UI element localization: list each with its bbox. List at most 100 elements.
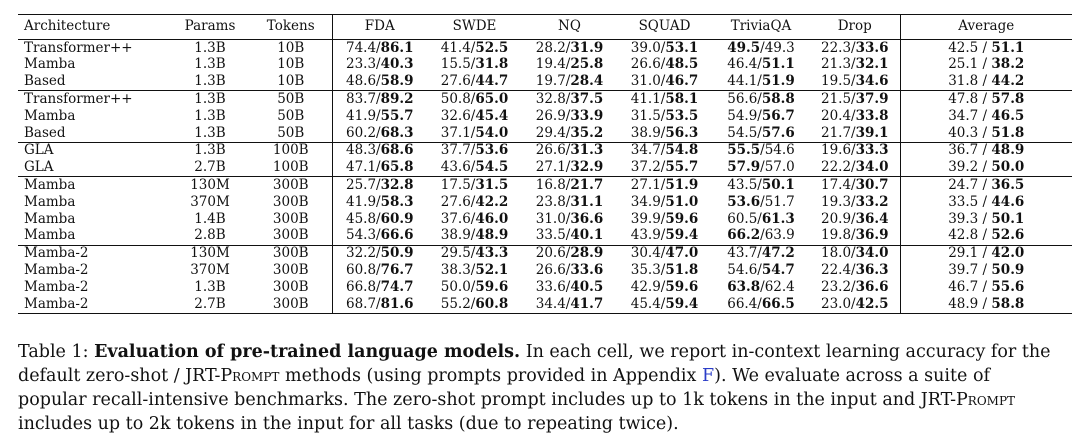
cell-triviaqa: 55.5/54.6: [712, 141, 810, 160]
table-row: Mamba 1.3B 50B 41.9/55.7 32.6/45.4 26.9/33.9 3…: [18, 108, 1072, 125]
header-swde: SWDE: [427, 14, 522, 40]
cell-swde: 38.3/52.1: [440, 262, 509, 278]
cell-nq: 16.8/21.7: [522, 176, 617, 195]
cell-params: 1.4B: [194, 210, 226, 227]
cell-squad: 39.9/59.6: [630, 210, 699, 227]
cell-swde: 41.4/52.5: [440, 39, 509, 56]
cell-params: 2.7B: [170, 295, 250, 314]
cell-swde: 55.2/60.8: [427, 295, 522, 314]
cell-triviaqa: 44.1/51.9: [727, 73, 795, 90]
cell-fda: 32.2/50.9: [332, 244, 427, 263]
cell-triviaqa: 43.7/47.2: [712, 244, 810, 263]
cell-architecture: Mamba: [24, 193, 76, 210]
cell-drop: 22.3/33.6: [810, 39, 901, 57]
cell-swde: 15.5/31.8: [440, 56, 509, 73]
cell-fda: 66.8/74.7: [345, 278, 414, 295]
cell-squad: 39.0/53.1: [630, 39, 699, 56]
cell-swde: 43.6/54.5: [440, 159, 509, 176]
cell-tokens: 10B: [250, 73, 333, 91]
caption-smallcaps-2: Prompt: [956, 390, 1016, 410]
cell-nq: 26.6/33.6: [535, 262, 604, 278]
cell-drop: 19.8/36.9: [810, 227, 901, 246]
cell-tokens: 10B: [250, 39, 333, 57]
cell-fda: 48.6/58.9: [345, 73, 414, 90]
cell-drop: 21.5/37.9: [810, 90, 901, 109]
table-row: Based 1.3B 10B 48.6/58.9 27.6/44.7 19.7/28.4 3…: [18, 73, 1072, 91]
cell-tokens: 50B: [250, 108, 333, 125]
cell-average: 47.8 / 57.8: [900, 90, 1072, 109]
cell-triviaqa: 46.4/51.1: [727, 56, 795, 73]
header-average: Average: [900, 14, 1072, 40]
header-tokens: Tokens: [250, 14, 333, 40]
table-row: GLA 1.3B 100B 48.3/68.6 37.7/53.6 26.6/31.3 34…: [18, 141, 1072, 160]
cell-triviaqa: 54.9/56.7: [727, 107, 795, 124]
cell-squad: 34.7/54.8: [617, 141, 712, 160]
cell-triviaqa: 60.5/61.3: [727, 210, 795, 227]
cell-fda: 25.7/32.8: [332, 176, 427, 195]
cell-drop: 19.3/33.2: [810, 194, 901, 211]
header-drop: Drop: [810, 14, 901, 40]
cell-swde: 27.6/44.7: [440, 73, 509, 90]
cell-nq: 23.8/31.1: [535, 193, 604, 210]
cell-nq: 28.2/31.9: [535, 39, 604, 56]
cell-triviaqa: 66.4/66.5: [712, 295, 810, 314]
cell-params: 1.3B: [194, 278, 226, 295]
cell-architecture: Mamba: [24, 107, 76, 124]
caption-label: Table 1:: [18, 342, 89, 362]
cell-nq: 26.6/31.3: [522, 141, 617, 160]
cell-architecture: Mamba-2: [18, 244, 170, 263]
cell-triviaqa: 66.2/63.9: [727, 227, 795, 244]
cell-params: 1.3B: [170, 141, 250, 160]
cell-architecture: Mamba-2: [18, 295, 170, 314]
cell-nq: 33.5/40.1: [535, 227, 604, 244]
table-row: Mamba 1.4B 300B 45.8/60.9 37.6/46.0 31.0/36.6…: [18, 210, 1072, 228]
cell-swde: 32.6/45.4: [440, 107, 509, 124]
table-row: Mamba-2 1.3B 300B 66.8/74.7 50.0/59.6 33.6/40…: [18, 279, 1072, 296]
cell-architecture: Based: [24, 124, 66, 141]
cell-squad: 45.4/59.4: [617, 295, 712, 314]
cell-squad: 30.4/47.0: [617, 244, 712, 263]
table-row: GLA 2.7B 100B 47.1/65.8 43.6/54.5 27.1/32.9 37…: [18, 159, 1072, 177]
cell-swde: 37.1/54.0: [440, 124, 509, 141]
cell-triviaqa: 43.5/50.1: [712, 176, 810, 195]
cell-architecture: GLA: [24, 159, 54, 176]
cell-squad: 35.3/51.8: [630, 262, 699, 278]
cell-fda: 60.8/76.7: [345, 262, 414, 278]
cell-nq: 29.4/35.2: [535, 124, 604, 141]
cell-architecture: Transformer++: [24, 39, 133, 56]
cell-nq: 31.0/36.6: [535, 210, 604, 227]
cell-drop: 20.9/36.4: [810, 210, 901, 228]
table-row: Mamba 1.3B 10B 23.3/40.3 15.5/31.8 19.4/25.8 2…: [18, 56, 1072, 74]
cell-tokens: 50B: [250, 124, 333, 143]
appendix-link[interactable]: F: [701, 366, 715, 386]
cell-tokens: 300B: [250, 194, 333, 211]
cell-fda: 41.9/58.3: [345, 193, 414, 210]
cell-squad: 31.5/53.5: [630, 107, 699, 124]
cell-swde: 29.5/43.3: [427, 244, 522, 263]
cell-fda: 45.8/60.9: [345, 210, 414, 227]
cell-fda: 74.4/86.1: [345, 39, 414, 56]
table-row: Transformer++ 1.3B 50B 83.7/89.2 50.8/65.0 32…: [18, 90, 1072, 109]
cell-average: 29.1 / 42.0: [900, 244, 1072, 263]
cell-tokens: 300B: [250, 227, 333, 246]
cell-squad: 37.2/55.7: [630, 159, 699, 176]
cell-params: 130M: [170, 176, 250, 195]
cell-architecture: Mamba-2: [24, 262, 89, 278]
cell-nq: 27.1/32.9: [535, 159, 604, 176]
table-row: Transformer++ 1.3B 10B 74.4/86.1 41.4/52.5 28…: [18, 39, 1072, 57]
cell-nq: 26.9/33.9: [535, 107, 604, 124]
cell-squad: 41.1/58.1: [617, 90, 712, 109]
cell-tokens: 300B: [250, 262, 333, 280]
cell-drop: 23.0/42.5: [810, 295, 901, 314]
cell-swde: 50.0/59.6: [440, 278, 509, 295]
cell-average: 40.3 / 51.8: [948, 124, 1025, 141]
cell-fda: 41.9/55.7: [345, 107, 414, 124]
header-architecture: Architecture: [18, 14, 170, 40]
cell-params: 130M: [170, 244, 250, 263]
cell-nq: 34.4/41.7: [522, 295, 617, 314]
cell-architecture: Based: [24, 73, 66, 90]
cell-drop: 21.7/39.1: [810, 124, 901, 143]
cell-params: 1.3B: [170, 90, 250, 109]
cell-squad: 43.9/59.4: [630, 227, 699, 244]
